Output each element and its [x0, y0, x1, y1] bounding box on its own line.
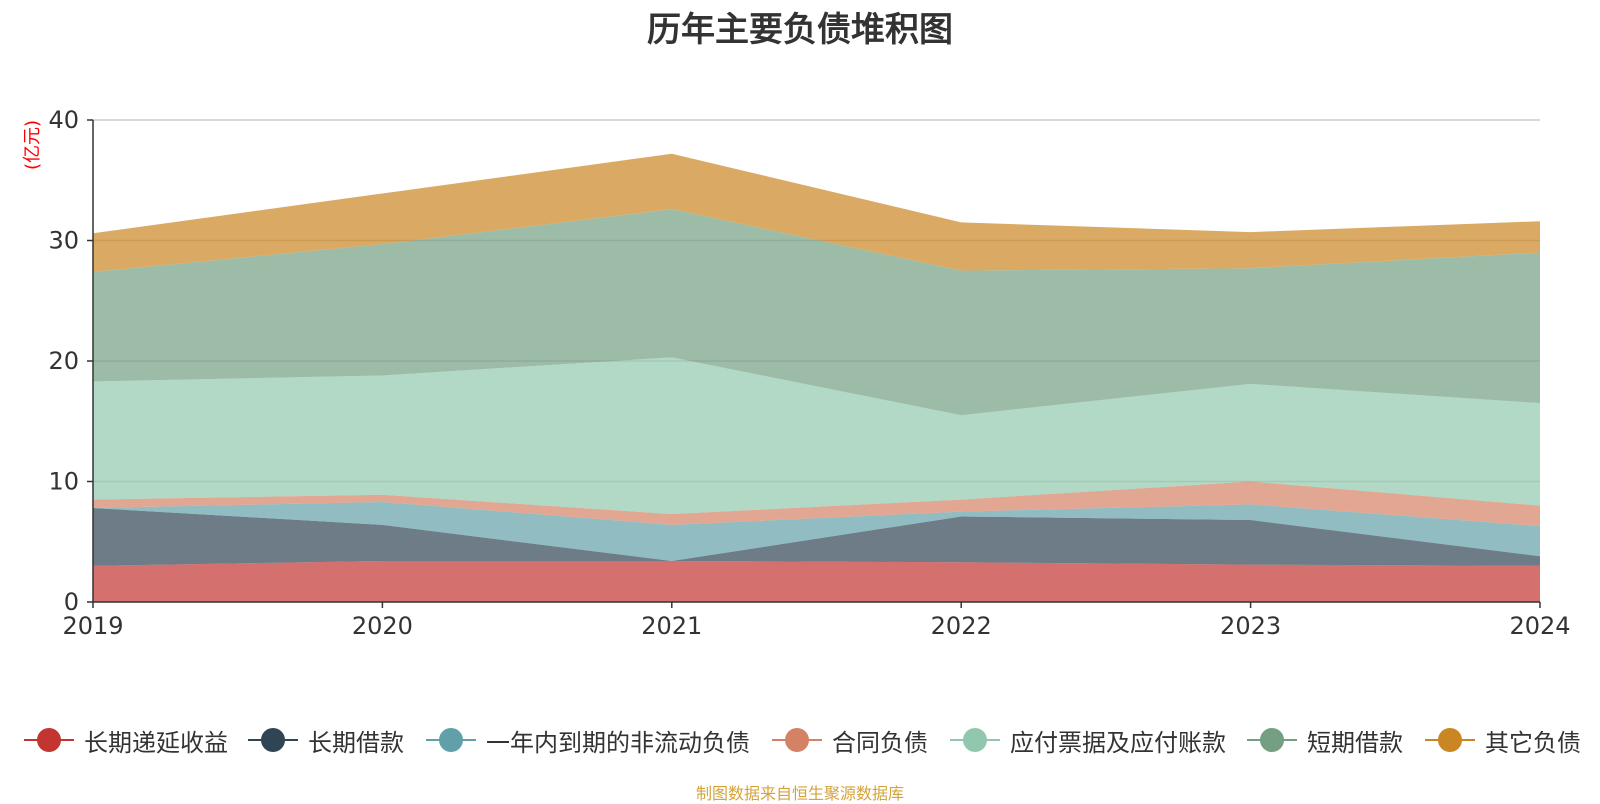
- area-series-7: [93, 153, 1540, 272]
- area-series-layer: [93, 153, 1540, 602]
- y-axis-unit-label: (亿元): [22, 120, 43, 170]
- legend-item[interactable]: 应付票据及应付账款: [950, 720, 1226, 760]
- y-tick-label: 30: [48, 227, 79, 255]
- area-series-5: [93, 357, 1540, 515]
- legend-item[interactable]: 一年内到期的非流动负债: [426, 720, 750, 760]
- x-tick-label: 2021: [641, 612, 702, 640]
- legend-dot-icon: [261, 728, 285, 752]
- legend-item[interactable]: 长期借款: [248, 720, 404, 760]
- x-tick-label: 2019: [62, 612, 123, 640]
- area-series-4: [93, 481, 1540, 527]
- legend-marker-icon: [24, 720, 74, 760]
- legend-label: 长期递延收益: [84, 728, 228, 757]
- legend-item[interactable]: 其它负债: [1425, 720, 1581, 760]
- legend-item[interactable]: 合同负债: [772, 720, 928, 760]
- legend-marker-icon: [1425, 720, 1475, 760]
- x-tick-label: 2023: [1220, 612, 1281, 640]
- y-tick-label: 10: [48, 468, 79, 496]
- legend-dot-icon: [37, 728, 61, 752]
- y-tick-label: 20: [48, 347, 79, 375]
- area-series-3: [93, 501, 1540, 562]
- area-series-6: [93, 209, 1540, 416]
- legend-label: 应付票据及应付账款: [1010, 728, 1226, 757]
- legend-marker-icon: [248, 720, 298, 760]
- y-tick-label: 0: [64, 588, 79, 616]
- legend-marker-icon: [1247, 720, 1297, 760]
- legend-item[interactable]: 长期递延收益: [24, 720, 228, 760]
- area-series-2: [93, 508, 1540, 566]
- y-tick-label: 40: [48, 106, 79, 134]
- legend-dot-icon: [439, 728, 463, 752]
- legend-marker-icon: [772, 720, 822, 760]
- x-tick-label: 2024: [1509, 612, 1570, 640]
- legend-item[interactable]: 短期借款: [1247, 720, 1403, 760]
- legend-dot-icon: [963, 728, 987, 752]
- legend-label: 短期借款: [1307, 728, 1403, 757]
- source-note: 制图数据来自恒生聚源数据库: [695, 784, 904, 803]
- legend-label: 一年内到期的非流动负债: [486, 728, 750, 757]
- legend-dot-icon: [785, 728, 809, 752]
- legend-dot-icon: [1260, 728, 1284, 752]
- legend-marker-icon: [950, 720, 1000, 760]
- chart-title: 历年主要负债堆积图: [647, 10, 953, 50]
- x-tick-label: 2020: [352, 612, 413, 640]
- legend-marker-icon: [426, 720, 476, 760]
- axes: 0 10 20 30 40 2019 2020 2021 2022 2023 2024: [48, 106, 1570, 640]
- x-tick-label: 2022: [931, 612, 992, 640]
- legend: 长期递延收益 长期借款 一年内到期的非流动负债 合同负债 应付票据及应付账款 短期借款 其它…: [0, 720, 1600, 760]
- area-series-1: [93, 561, 1540, 602]
- legend-label: 合同负债: [832, 728, 928, 757]
- legend-dot-icon: [1438, 728, 1462, 752]
- legend-label: 长期借款: [308, 728, 404, 757]
- legend-label: 其它负债: [1485, 728, 1581, 757]
